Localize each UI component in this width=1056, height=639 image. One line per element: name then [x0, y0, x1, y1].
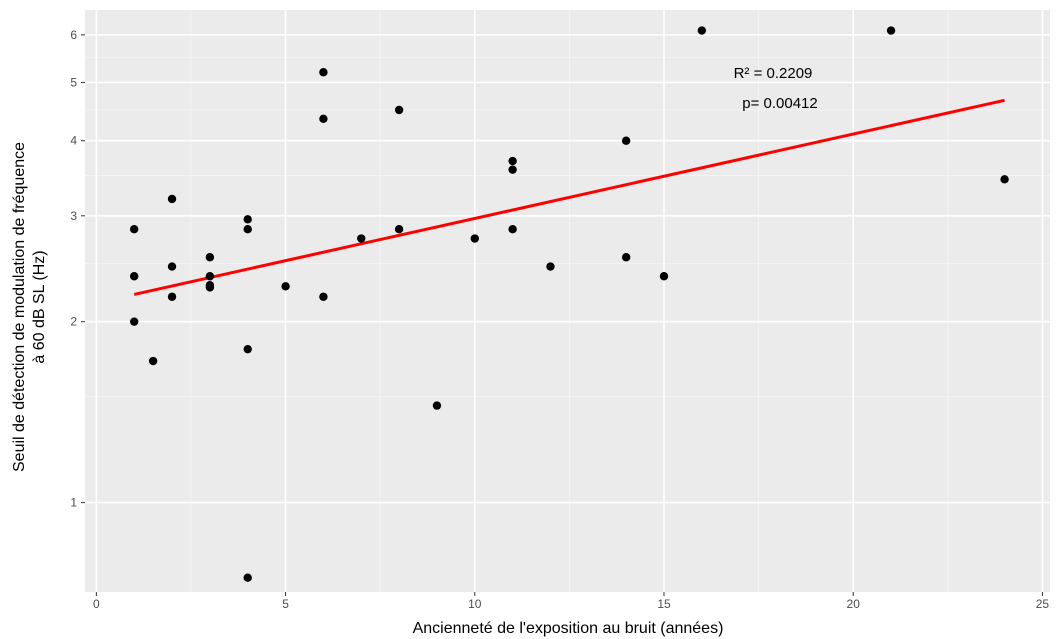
data-point	[508, 225, 517, 234]
data-point	[243, 573, 252, 582]
r-squared-annotation: R² = 0.2209	[734, 65, 813, 82]
x-tick-label: 10	[468, 597, 482, 611]
x-tick-label: 25	[1036, 597, 1050, 611]
y-axis-title-line-2: à 60 dB SL (Hz)	[31, 250, 48, 363]
regression-line-group	[133, 98, 1005, 296]
regression-line	[133, 98, 1005, 296]
data-point	[243, 344, 252, 354]
data-point	[319, 114, 328, 124]
data-point	[243, 215, 252, 224]
data-point	[432, 401, 442, 410]
x-tick-label: 20	[847, 597, 861, 611]
data-point	[394, 105, 404, 115]
data-point	[243, 225, 252, 234]
data-point	[659, 272, 669, 281]
y-axis-title-line-1: Seuil de détection de modulation de fréq…	[11, 142, 28, 472]
data-point	[148, 356, 158, 366]
y-tick-label: 5	[70, 75, 77, 89]
data-point	[546, 262, 555, 271]
data-point	[886, 26, 896, 35]
data-point	[129, 225, 139, 234]
panel-background	[85, 10, 1050, 592]
x-tick-label: 0	[93, 597, 100, 611]
data-point	[508, 165, 517, 174]
x-tick-label: 15	[657, 597, 671, 611]
data-point	[508, 156, 517, 166]
data-point	[319, 68, 328, 77]
y-tick-label: 6	[70, 28, 77, 42]
data-point	[1000, 175, 1009, 184]
data-point	[205, 283, 215, 292]
data-point	[697, 26, 707, 35]
data-point	[167, 262, 177, 271]
y-tick-label: 1	[70, 496, 77, 510]
data-point	[205, 253, 215, 262]
y-tick-label: 4	[70, 134, 77, 148]
x-tick-label: 5	[282, 597, 289, 611]
data-point	[357, 234, 366, 243]
data-point	[470, 234, 479, 243]
data-point	[205, 272, 215, 281]
y-axis-ticks: 1 2 3 4 5 6	[70, 28, 85, 510]
data-point	[394, 225, 404, 234]
data-point	[167, 194, 177, 204]
data-point	[621, 253, 631, 262]
data-point	[621, 136, 631, 145]
data-point	[129, 272, 139, 281]
data-point	[167, 292, 177, 301]
data-point	[129, 317, 139, 326]
x-axis-ticks: 0 5 10 15 20 25	[93, 592, 1049, 611]
x-axis-title: Ancienneté de l'exposition au bruit (ann…	[413, 620, 724, 637]
p-value-annotation: p= 0.00412	[742, 95, 818, 112]
y-tick-label: 2	[70, 315, 77, 329]
y-tick-label: 3	[70, 209, 77, 223]
minor-gridlines	[85, 10, 1050, 592]
data-point	[281, 282, 290, 291]
data-point	[319, 292, 328, 301]
data-points	[129, 26, 1009, 582]
